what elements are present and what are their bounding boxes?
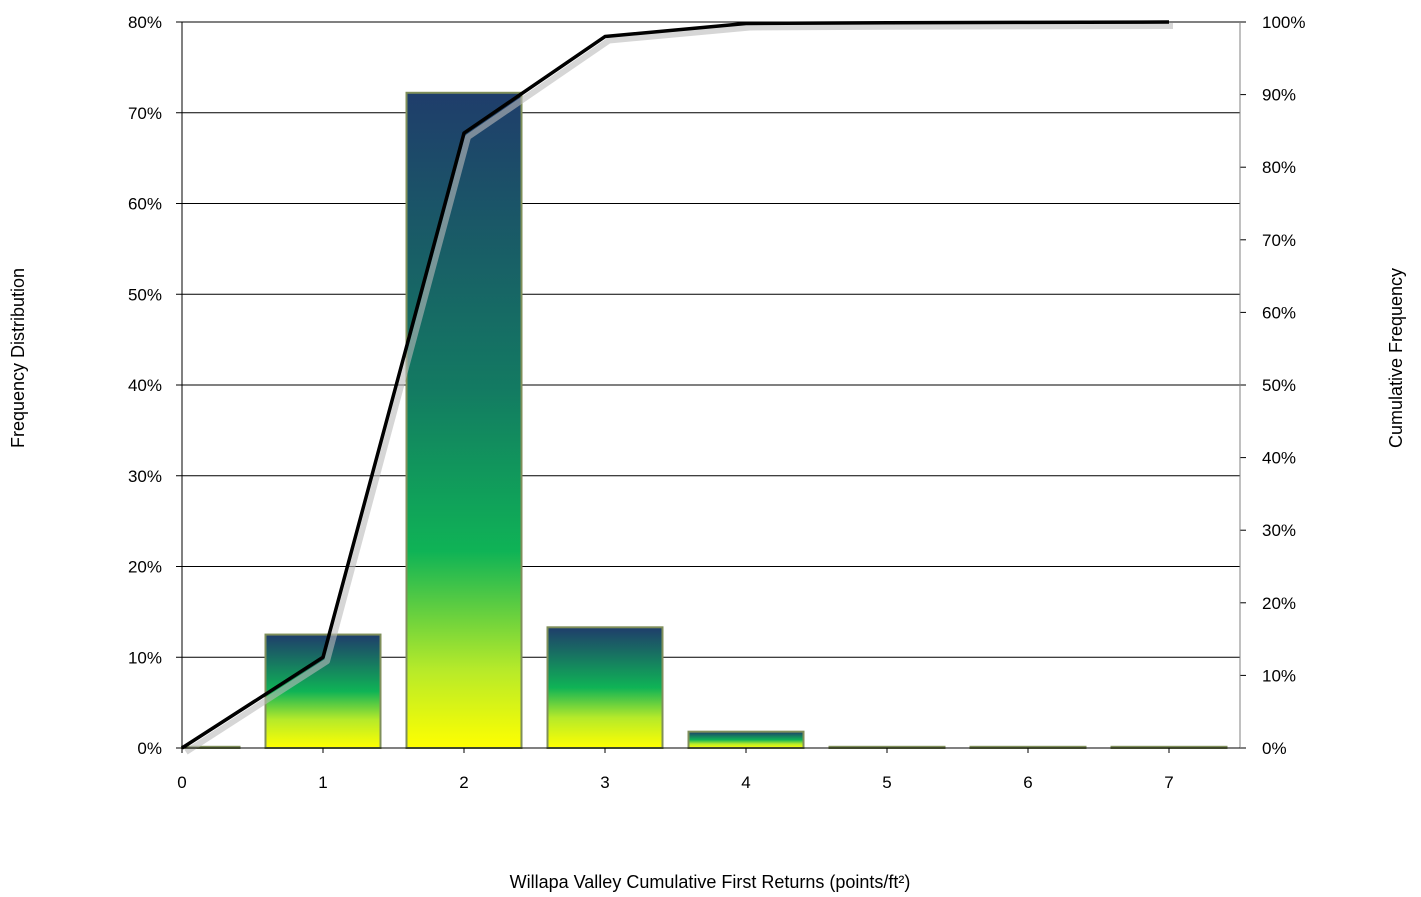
y2-tick-label: 40% (1262, 449, 1296, 468)
y2-tick-label: 30% (1262, 521, 1296, 540)
y2-tick-label: 20% (1262, 594, 1296, 613)
cumulative-line-path (181, 20, 1170, 750)
x-tick-label: 6 (1023, 773, 1032, 792)
bars (181, 91, 1228, 750)
x-tick-label: 2 (459, 773, 468, 792)
x-tick-label: 4 (741, 773, 750, 792)
y2-axis-title: Cumulative Frequency (1386, 268, 1406, 448)
y2-tick-label: 10% (1262, 666, 1296, 685)
y-tick-label: 0% (137, 739, 162, 758)
axes (176, 21, 1246, 753)
bar (687, 730, 805, 749)
y2-tick-label: 50% (1262, 376, 1296, 395)
x-tick-label: 3 (600, 773, 609, 792)
y2-tick-label: 60% (1262, 303, 1296, 322)
x-tick-label: 1 (318, 773, 327, 792)
y-tick-label: 50% (128, 285, 162, 304)
cumulative-line-shadow (184, 23, 1174, 755)
y2-tick-label: 90% (1262, 86, 1296, 105)
y2-tick-label: 70% (1262, 231, 1296, 250)
y2-tick-label: 0% (1262, 739, 1287, 758)
x-axis-title: Willapa Valley Cumulative First Returns … (510, 872, 911, 892)
y-tick-label: 10% (128, 648, 162, 667)
bar (546, 626, 664, 749)
y-axis-title: Frequency Distribution (8, 268, 28, 448)
y-tick-label: 60% (128, 195, 162, 214)
y-tick-label: 40% (128, 376, 162, 395)
y2-tick-label: 80% (1262, 158, 1296, 177)
y2-tick-label: 100% (1262, 13, 1305, 32)
bar (405, 91, 523, 750)
y-tick-label: 20% (128, 558, 162, 577)
y-tick-label: 30% (128, 467, 162, 486)
y-tick-label: 80% (128, 13, 162, 32)
x-tick-label: 0 (177, 773, 186, 792)
y-tick-label: 70% (128, 104, 162, 123)
x-tick-label: 5 (882, 773, 891, 792)
cumulative-line (181, 20, 1174, 755)
x-tick-label: 7 (1164, 773, 1173, 792)
tick-labels: 0% 10% 20% 30% 40% 50% 60% 70% 80% 0% 10% 20% 30% 40%… (128, 13, 1306, 792)
